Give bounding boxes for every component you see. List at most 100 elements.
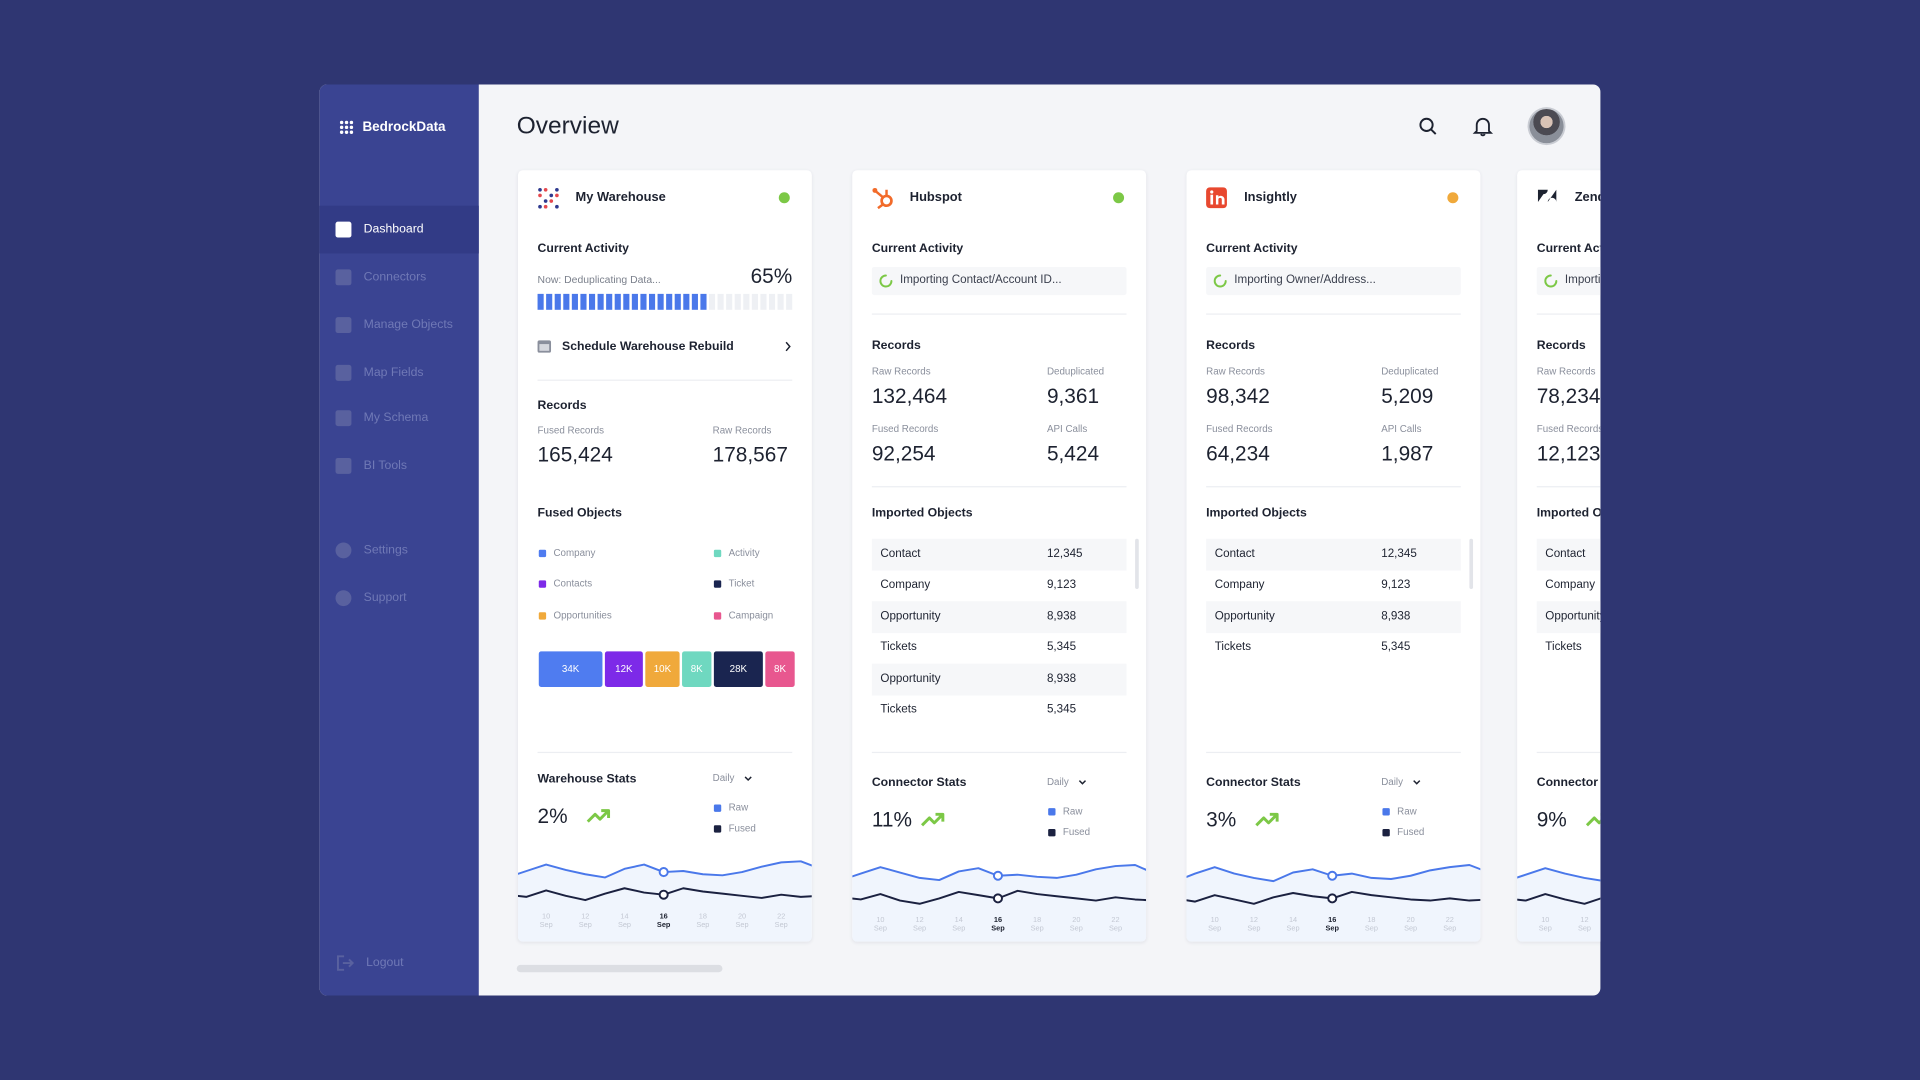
progress-block [631,293,638,310]
progress-block [786,293,793,310]
search-button[interactable] [1418,116,1438,136]
avatar[interactable] [1529,108,1564,144]
card-name: Hubspot [909,189,962,205]
brand-logo [339,120,354,134]
highlight-point [1327,893,1338,904]
logo-dot [543,199,548,203]
section-title: Current Activity [871,241,964,256]
section-title: Imported Objects [1206,506,1307,520]
trend-icon [586,809,611,823]
spinner-glyph [879,274,893,288]
nav-icon [335,364,352,381]
x-tick-label: 12 Sep [578,913,592,930]
horizontal-scrollbar[interactable] [516,964,723,973]
notifications-button[interactable] [1472,116,1494,137]
segment-bar: 34K 12K 10K 8K 28K 8K [538,651,795,687]
legend-label: Opportunities [553,609,612,621]
logout-button[interactable]: Logout [320,939,479,987]
nav-icon [335,221,352,237]
nav-item[interactable]: Map Fields [320,348,479,396]
logo-dot [339,120,344,125]
x-tick-label: 22 Sep [774,913,788,930]
stat-label: Raw Records [1206,366,1265,378]
legend-label: Contacts [553,577,593,589]
dropdown-chevron [1413,780,1421,785]
nav-icon [335,268,352,285]
section-title: Records [1536,338,1586,353]
progress-block [537,293,544,310]
divider [1206,313,1461,315]
period-dropdown[interactable]: Daily [713,770,762,787]
logo-dot [555,193,559,198]
x-tick-label: 22 Sep [1108,917,1123,934]
nav-item[interactable]: Connectors [320,253,479,301]
legend-label: Raw [728,802,749,814]
period-dropdown[interactable]: Daily [1381,774,1430,791]
object-row: Tickets [1537,632,1601,663]
chevron-glyph [1078,780,1087,785]
logo-dot [538,204,542,209]
card: My Warehouse Current Activity Now: Dedupli… [517,170,812,942]
segment: 8K [682,651,712,687]
logo-shape [880,194,893,208]
x-tick-label: 14 Sep [1286,917,1300,934]
nav-item[interactable]: Manage Objects [320,301,479,349]
legend-swatch [1382,808,1390,816]
progress-block [700,293,707,310]
object-name: Contact [1214,546,1255,561]
legend-swatch [713,580,722,588]
x-tick-label: 10 Sep [1208,917,1222,934]
schedule-button[interactable]: Schedule Warehouse Rebuild [537,334,793,358]
logo-dot [549,193,554,198]
nav-item[interactable]: Dashboard [319,205,479,253]
sidebar: BedrockData Dashboard Connectors Manage Obj… [319,84,479,996]
object-row: Contact 12,345 [871,538,1127,570]
x-tick-label: 18 Sep [696,913,710,930]
object-name: Company [880,578,931,592]
progress-block [768,293,776,310]
search-glyph [1419,117,1434,133]
trend-icon [1585,816,1601,827]
progress-block [648,293,656,310]
progress-block [708,293,716,310]
section-title: Fused Objects [537,506,622,520]
period-dropdown[interactable]: Daily [1047,774,1096,791]
brand-name: BedrockData [362,119,446,135]
trend-glyph [921,812,945,827]
logo-shape [874,189,888,210]
section-title: Imported Objects [871,506,973,520]
logo-dot [349,120,354,125]
nav-item[interactable]: My Schema [320,394,479,442]
object-count: 9,123 [1046,578,1077,592]
x-tick-label: 16 Sep [991,917,1005,934]
dropdown-chevron [1078,780,1087,785]
trend-icon [921,812,945,827]
nav-label: BI Tools [363,458,408,473]
object-name: Tickets [1214,640,1252,655]
stat-label: API Calls [1381,423,1422,435]
highlight-point [658,889,669,900]
nav-item[interactable]: Settings [320,526,479,574]
legend-label: Ticket [728,577,755,589]
status-dot [1447,191,1459,203]
progress-block [674,293,681,310]
object-name: Company [1214,578,1265,592]
logo-dot [543,187,548,192]
progress-block [546,293,553,310]
object-name: Company [1545,578,1596,592]
legend-label: Company [553,547,596,559]
nav-item[interactable]: Support [320,574,479,622]
activity-box: Importing [1536,266,1601,296]
logout-icon [336,955,355,971]
legend-label: Fused [728,822,756,834]
divider [1536,751,1601,754]
x-tick-label: 22 Sep [1443,917,1457,934]
chevron-icon [785,341,791,352]
object-row: Company [1537,570,1601,601]
spinner [879,274,893,288]
trend-glyph [1255,812,1279,827]
nav-item[interactable]: BI Tools [320,441,479,489]
trend-glyph [1585,816,1601,827]
highlight-point [658,867,669,878]
